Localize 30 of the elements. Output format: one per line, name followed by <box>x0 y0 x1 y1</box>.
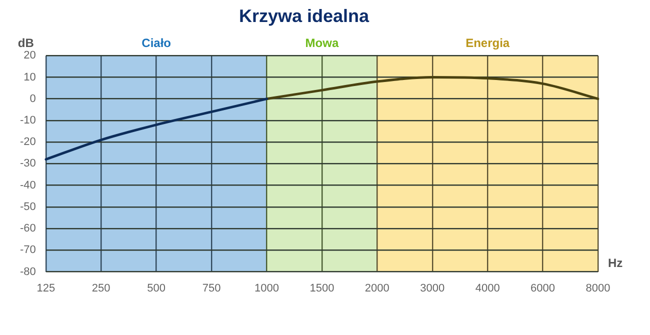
line-series <box>44 98 268 161</box>
y-axis-title: dB <box>18 36 34 50</box>
y-tick-label: -20 <box>20 136 36 148</box>
y-tick-label: 20 <box>24 50 36 62</box>
x-tick-label: 125 <box>36 282 56 294</box>
y-tick-label: -40 <box>20 179 36 192</box>
x-tick-label: 4000 <box>475 282 500 294</box>
x-tick-label: 250 <box>92 282 110 294</box>
y-tick-label: -70 <box>20 244 36 256</box>
x-tick-label: 1500 <box>310 282 334 294</box>
x-tick-label: 2000 <box>364 282 390 294</box>
chart-title: Krzywa idealna <box>238 6 370 26</box>
band-label: Energia <box>466 36 510 50</box>
x-tick-label: 500 <box>147 282 166 294</box>
line-series <box>265 76 600 100</box>
x-tick-label: 1000 <box>254 282 279 294</box>
y-tick-label: -80 <box>20 266 36 278</box>
y-tick-label: -60 <box>20 222 36 235</box>
y-tick-label: -10 <box>20 114 36 126</box>
y-tick-label: 10 <box>24 71 36 84</box>
y-tick-label: -50 <box>20 200 36 213</box>
band-label: Mowa <box>305 36 339 50</box>
y-tick-label: 0 <box>30 92 36 105</box>
x-tick-label: 8000 <box>586 282 610 294</box>
y-tick-label: -30 <box>20 158 36 170</box>
x-tick-label: 3000 <box>420 282 445 294</box>
x-axis-title: Hz <box>608 256 623 270</box>
band-label: Ciało <box>142 36 171 50</box>
x-tick-label: 6000 <box>530 282 556 294</box>
x-tick-label: 750 <box>202 282 221 294</box>
